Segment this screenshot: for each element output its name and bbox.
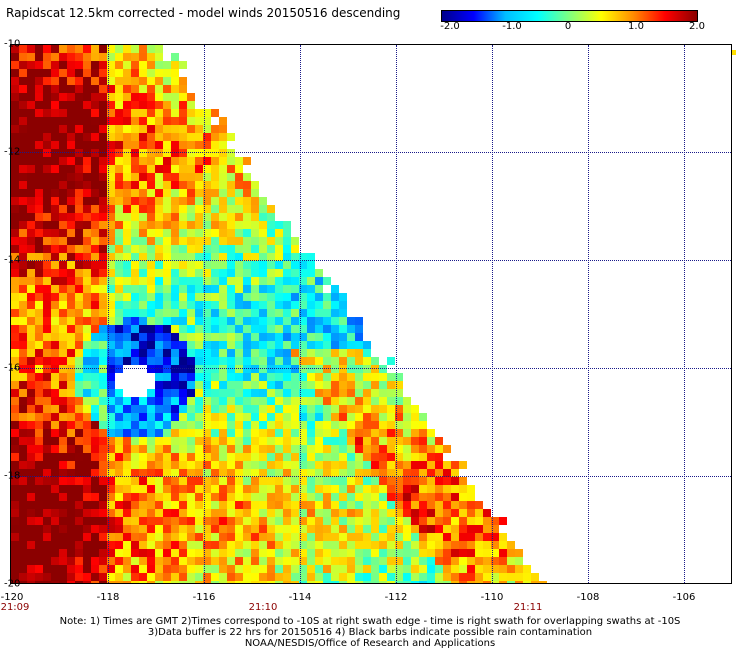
footnote-line: NOAA/NESDIS/Office of Research and Appli… (244, 638, 496, 649)
colorbar-label: 2.0 (689, 21, 705, 32)
grid-line (684, 45, 685, 583)
colorbar-label: -1.0 (502, 21, 522, 32)
latitude-label: -10 (4, 38, 21, 50)
grid-line (204, 45, 205, 583)
longitude-label: -106 (672, 592, 696, 603)
colorbar-marker (732, 50, 736, 55)
grid-line (11, 260, 731, 261)
longitude-label: -120 (0, 592, 24, 603)
longitude-label: -108 (576, 592, 600, 603)
grid-line (11, 368, 731, 369)
latitude-label: -18 (4, 470, 21, 482)
map-title: Rapidscat 12.5km corrected - model winds… (6, 6, 401, 20)
grid-line (588, 45, 589, 583)
grid-line (492, 45, 493, 583)
grid-line (108, 45, 109, 583)
longitude-label: -114 (288, 592, 312, 603)
latitude-label: -16 (4, 362, 21, 374)
time-label: 21:10 (248, 602, 278, 613)
longitude-label: -116 (192, 592, 216, 603)
colorbar-label: 1.0 (628, 21, 644, 32)
footnote-line: 3)Data buffer is 22 hrs for 20150516 4) … (147, 627, 593, 638)
longitude-label: -110 (480, 592, 504, 603)
latitude-label: -12 (4, 146, 21, 158)
colorbar-label: -2.0 (440, 21, 460, 32)
time-label: 21:09 (0, 602, 30, 613)
time-label: 21:11 (513, 602, 543, 613)
wind-difference-swath (11, 45, 547, 583)
longitude-label: -118 (96, 592, 120, 603)
footnote-line: Note: 1) Times are GMT 2)Times correspon… (59, 616, 681, 627)
grid-line (11, 476, 731, 477)
colorbar-label: 0 (564, 21, 572, 32)
latitude-label: -20 (4, 578, 21, 590)
colorbar (441, 10, 698, 22)
grid-line (300, 45, 301, 583)
latitude-label: -14 (4, 254, 21, 266)
map-plot-area (10, 44, 732, 584)
grid-line (11, 152, 731, 153)
longitude-label: -112 (384, 592, 408, 603)
grid-line (396, 45, 397, 583)
